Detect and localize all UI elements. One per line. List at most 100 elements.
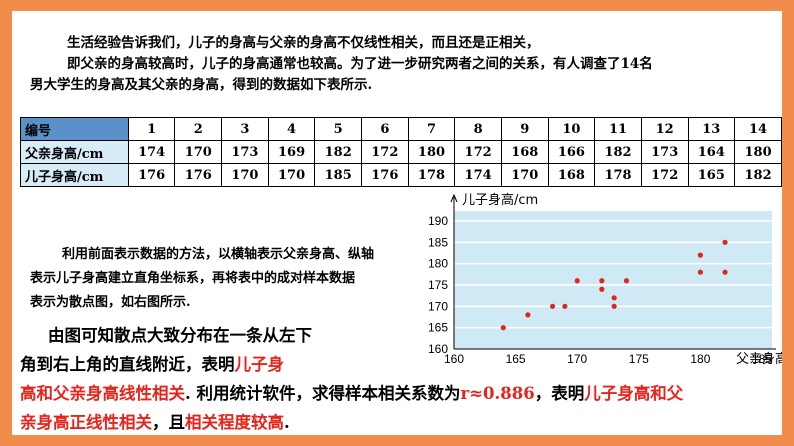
y-tick-label: 180: [428, 257, 448, 271]
data-point: [697, 269, 703, 275]
data-point: [549, 303, 556, 309]
y-axis-arrow: [450, 193, 458, 203]
x-tick-label: 175: [629, 352, 649, 366]
y-tick-label: 165: [428, 321, 448, 335]
y-tick-label: 185: [428, 235, 448, 249]
id-cell: 12: [640, 117, 689, 141]
son-height-cell: 168: [547, 163, 596, 187]
conclusion-text-2a: 角到右上角的直线附近，表明: [20, 355, 235, 374]
id-cell: 14: [734, 117, 782, 141]
scatter-points: [500, 239, 728, 331]
y-axis-label: 儿子身高/cm: [462, 192, 538, 208]
son-height-cell: 178: [594, 163, 642, 187]
tick-labels: 160 165 170 175 180 185 165 170 175 180 185 190 160: [428, 214, 772, 366]
data-point: [697, 252, 703, 258]
son-height-cell: 176: [174, 163, 223, 187]
data-point: [611, 303, 617, 309]
id-cell: 1: [127, 117, 176, 141]
data-point: [574, 278, 580, 284]
conclusion-text-4b: ，且: [152, 413, 185, 432]
data-point: [562, 303, 568, 309]
son-height-cell: 176: [361, 163, 409, 187]
son-height-cell: 176: [127, 163, 176, 187]
conclusion-text-3d: ，表明: [534, 384, 585, 403]
id-cell: 9: [500, 117, 549, 141]
highlight-high-degree: 相关程度较高: [185, 413, 284, 432]
id-cell: 4: [267, 117, 316, 141]
chart-axes: [450, 193, 776, 350]
data-point: [500, 325, 506, 331]
father-height-cell: 164: [687, 140, 736, 164]
id-cell: 6: [361, 117, 409, 141]
y-tick-label: 175: [428, 278, 448, 292]
data-point: [599, 286, 605, 292]
conclusion-line-3: 高和父亲身高线性相关. 利用统计软件，求得样本相关系数为r≈0.886，表明儿子…: [20, 379, 790, 408]
correlation-coefficient: r≈0.886: [460, 384, 535, 403]
highlight-son-height: 儿子身: [234, 355, 285, 374]
x-tick-label: 185: [752, 352, 772, 366]
method-text: 利用前面表示数据的方法，以横轴表示父亲身高、纵轴 表示儿子身高建立直角坐标系，再…: [30, 243, 430, 315]
father-height-cell: 172: [361, 140, 409, 164]
son-height-cell: 178: [407, 163, 456, 187]
data-point: [611, 295, 617, 301]
son-height-cell: 174: [454, 163, 502, 187]
y-tick-label: 170: [428, 299, 448, 313]
data-point: [623, 278, 630, 284]
x-tick-label: 170: [567, 352, 587, 366]
father-height-cell: 174: [127, 140, 176, 164]
conclusion-text-4d: .: [284, 413, 290, 432]
father-height-cell: 182: [314, 140, 363, 164]
method-line-1: 利用前面表示数据的方法，以横轴表示父亲身高、纵轴: [62, 247, 375, 262]
x-tick-label: 180: [690, 352, 710, 366]
data-point: [722, 269, 728, 275]
data-point: [525, 312, 531, 318]
father-height-cell: 173: [221, 140, 269, 164]
intro-line-2: 即父亲的身高较高时，儿子的身高通常也较高。为了进一步研究两者之间的关系，有人调查…: [67, 56, 653, 72]
data-point: [599, 278, 605, 284]
plot-background: [454, 211, 772, 349]
son-header: 儿子身高/cm: [20, 163, 129, 187]
id-cell: 7: [407, 117, 456, 141]
id-cell: 2: [174, 117, 223, 141]
x-tick-label: 165: [506, 352, 526, 366]
highlight-positive-correlation: 亲身高正线性相关: [20, 413, 152, 432]
table-row-son: 儿子身高/cm 176 176 170 170 185 176 178 174 170 168 17…: [20, 163, 782, 187]
son-height-cell: 170: [267, 163, 316, 187]
father-height-cell: 170: [174, 140, 223, 164]
id-cell: 3: [221, 117, 269, 141]
father-height-cell: 168: [500, 140, 549, 164]
highlight-son-father: 儿子身高和父: [584, 384, 684, 403]
father-header: 父亲身高/cm: [20, 140, 129, 164]
father-height-cell: 173: [640, 140, 689, 164]
father-height-cell: 169: [267, 140, 316, 164]
intro-text: 生活经验告诉我们，儿子的身高与父亲的身高不仅线性相关，而且还是正相关， 即父亲的…: [30, 33, 782, 96]
id-header: 编号: [20, 117, 129, 141]
conclusion-line-4: 亲身高正线性相关，且相关程度较高.: [20, 408, 790, 437]
son-height-cell: 170: [221, 163, 269, 187]
height-data-table: 编号 1 2 3 4 5 6 7 8 9 10 11 12 13 14 父亲身高/cm 174 170 173…: [20, 117, 782, 187]
highlight-linear-correlation: 高和父亲身高线性相关: [20, 384, 185, 403]
father-height-cell: 166: [547, 140, 596, 164]
conclusion-text: 由图可知散点大致分布在一条从左下 角到右上角的直线附近，表明儿子身 高和父亲身高…: [20, 321, 790, 437]
son-height-cell: 185: [314, 163, 363, 187]
father-height-cell: 180: [734, 140, 782, 164]
father-height-cell: 180: [407, 140, 456, 164]
data-point: [722, 239, 728, 245]
father-height-cell: 182: [594, 140, 642, 164]
scatter-chart: 160 165 170 175 180 185 165 170 175 180 185 190160 …: [428, 192, 782, 367]
conclusion-text-3b: . 利用统计软件，求得样本相关系数为: [185, 384, 461, 403]
id-cell: 8: [454, 117, 502, 141]
son-height-cell: 172: [640, 163, 689, 187]
y-tick-label: 160: [428, 342, 448, 356]
conclusion-line-2: 角到右上角的直线附近，表明儿子身: [20, 350, 790, 379]
method-line-2: 表示儿子身高建立直角坐标系，再将表中的成对样本数据: [30, 271, 356, 286]
table-row-id: 编号 1 2 3 4 5 6 7 8 9 10 11 12 13 14: [20, 117, 782, 141]
method-line-3: 表示为散点图，如右图所示.: [30, 295, 191, 310]
x-axis-label: 父亲身高/cm: [736, 351, 782, 367]
table-row-father: 父亲身高/cm 174 170 173 169 182 172 180 172 168 166 18…: [20, 140, 782, 164]
intro-line-3: 男大学生的身高及其父亲的身高，得到的数据如下表所示.: [30, 77, 373, 93]
id-cell: 11: [594, 117, 642, 141]
intro-line-1: 生活经验告诉我们，儿子的身高与父亲的身高不仅线性相关，而且还是正相关，: [67, 35, 540, 51]
x-tick-label: 160: [444, 352, 464, 366]
father-height-cell: 172: [454, 140, 502, 164]
